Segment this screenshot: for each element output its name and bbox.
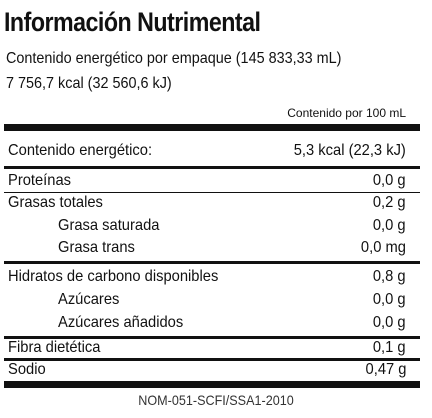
row-name: Sodio	[8, 361, 46, 378]
row-fiber: Fibra dietética 0,1 g	[0, 337, 432, 359]
divider	[4, 336, 420, 339]
divider	[4, 261, 420, 264]
regulation-footer: NOM-051-SCFI/SSA1-2010	[138, 392, 294, 408]
row-energy: Contenido energético: 5,3 kcal (22,3 kJ)	[0, 140, 432, 162]
row-value: 0,0 g	[373, 314, 406, 331]
row-added-sugars: Azúcares añadidos 0,0 g	[0, 312, 432, 334]
row-name: Grasas totales	[8, 194, 103, 211]
energy-per-package: Contenido energético por empaque (145 83…	[6, 50, 342, 67]
divider	[4, 358, 420, 361]
row-name: Contenido energético:	[8, 142, 153, 159]
row-value: 0,0 g	[373, 172, 406, 189]
label-title: Información Nutrimental	[4, 7, 261, 37]
row-name: Hidratos de carbono disponibles	[8, 268, 219, 285]
row-value: 0,0 mg	[360, 239, 406, 256]
row-value: 0,8 g	[373, 268, 406, 285]
row-sugars: Azúcares 0,0 g	[0, 289, 432, 311]
row-carbohydrates: Hidratos de carbono disponibles 0,8 g	[0, 266, 432, 288]
divider	[4, 166, 420, 169]
row-value: 5,3 kcal (22,3 kJ)	[293, 142, 406, 159]
thick-divider-bottom	[4, 381, 420, 388]
row-name: Grasa trans	[58, 239, 135, 256]
row-name: Proteínas	[8, 172, 72, 189]
row-name: Fibra dietética	[8, 339, 101, 356]
column-header: Contenido por 100 mL	[287, 106, 406, 120]
row-value: 0,0 g	[373, 291, 406, 308]
row-name: Azúcares	[58, 291, 120, 308]
row-value: 0,0 g	[373, 217, 406, 234]
energy-per-package-values: 7 756,7 kcal (32 560,6 kJ)	[6, 75, 172, 92]
row-total-fat: Grasas totales 0,2 g	[0, 192, 432, 214]
row-proteins: Proteínas 0,0 g	[0, 170, 432, 192]
row-name: Grasa saturada	[58, 217, 160, 234]
row-sodium: Sodio 0,47 g	[0, 359, 432, 381]
row-name: Azúcares añadidos	[58, 314, 184, 331]
row-value: 0,1 g	[373, 339, 406, 356]
thick-divider	[4, 124, 420, 131]
row-value: 0,47 g	[365, 361, 406, 378]
row-saturated-fat: Grasa saturada 0,0 g	[0, 215, 432, 237]
row-value: 0,2 g	[373, 194, 406, 211]
row-trans-fat: Grasa trans 0,0 mg	[0, 237, 432, 259]
divider	[4, 192, 420, 193]
